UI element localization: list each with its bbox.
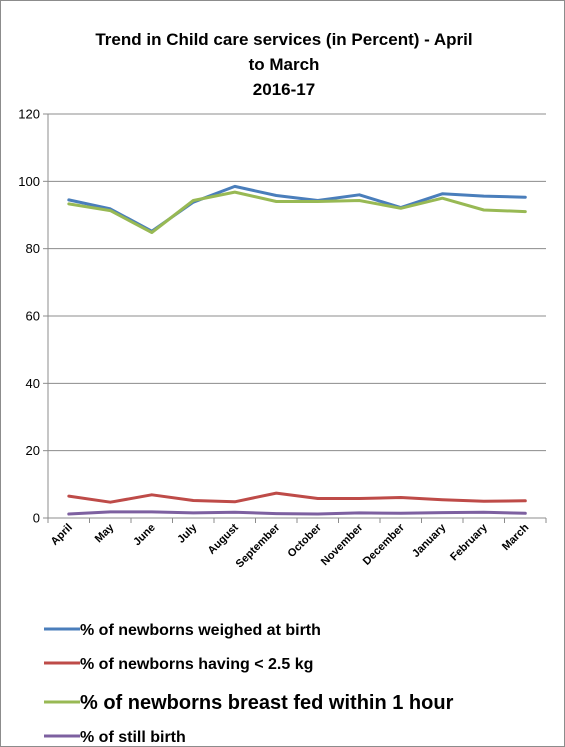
x-tick-label: April bbox=[49, 522, 75, 548]
legend-label-1: % of newborns weighed at birth bbox=[80, 622, 321, 639]
x-tick-label: May bbox=[93, 521, 117, 545]
y-axis-tick-labels: 0 20 40 60 80 100 120 bbox=[18, 107, 40, 526]
y-tick-label: 40 bbox=[26, 376, 40, 391]
x-tick-label: March bbox=[500, 521, 532, 553]
series-lines bbox=[67, 184, 527, 516]
series-line-4 bbox=[67, 510, 527, 516]
chart-title-line-2: to March bbox=[249, 55, 320, 74]
x-tick-label: June bbox=[131, 522, 158, 549]
axes bbox=[43, 113, 547, 523]
series-line-3 bbox=[67, 190, 527, 234]
series-line-2 bbox=[67, 491, 527, 504]
y-tick-label: 20 bbox=[26, 443, 40, 458]
x-tick-label: February bbox=[448, 521, 490, 563]
chart-title-line-3: 2016-17 bbox=[253, 80, 315, 99]
y-tick-label: 100 bbox=[18, 174, 40, 189]
legend-label-3: % of newborns breast fed within 1 hour bbox=[80, 692, 454, 714]
y-tick-label: 60 bbox=[26, 309, 40, 324]
legend-label-2: % of newborns having < 2.5 kg bbox=[80, 656, 313, 673]
y-tick-label: 120 bbox=[18, 107, 40, 122]
x-tick-label: January bbox=[410, 521, 449, 560]
gridlines bbox=[48, 113, 546, 452]
legend-label-4: % of still birth bbox=[80, 729, 186, 746]
legend: % of newborns weighed at birth % of newbo… bbox=[44, 622, 454, 746]
chart-title: Trend in Child care services (in Percent… bbox=[95, 30, 472, 99]
x-tick-label: December bbox=[361, 521, 408, 568]
x-tick-label: August bbox=[206, 521, 242, 557]
x-tick-label: September bbox=[234, 521, 283, 570]
chart-title-line-1: Trend in Child care services (in Percent… bbox=[95, 30, 472, 49]
y-tick-label: 0 bbox=[33, 511, 40, 526]
x-tick-label: October bbox=[286, 521, 325, 560]
x-tick-label: November bbox=[319, 521, 366, 568]
x-tick-label: July bbox=[175, 521, 200, 546]
y-tick-label: 80 bbox=[26, 241, 40, 256]
